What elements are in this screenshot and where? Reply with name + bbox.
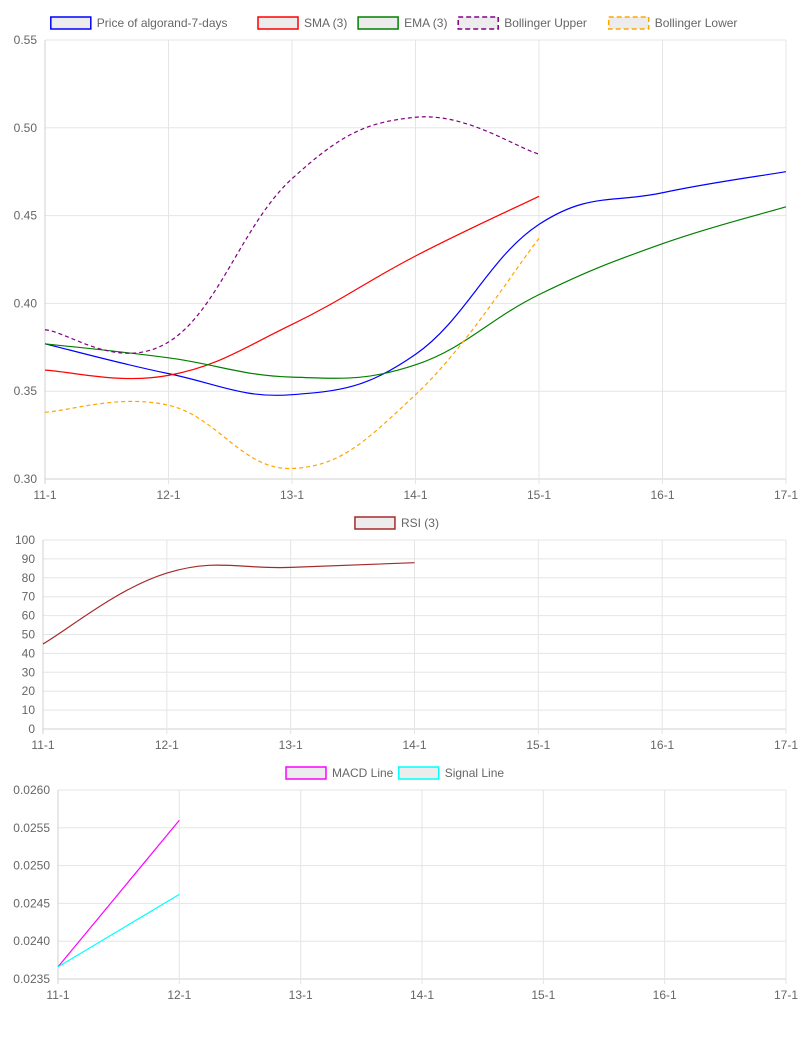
x-tick-label: 14-1: [403, 488, 427, 502]
legend-item[interactable]: Price of algorand-7-days: [50, 16, 228, 30]
y-tick-label: 0: [28, 722, 35, 736]
x-tick-label: 13-1: [280, 488, 304, 502]
legend-swatch: [257, 16, 299, 30]
series-line-5: [44, 238, 540, 470]
x-tick-label: 11-1: [46, 988, 69, 1002]
legend-swatch: [607, 16, 650, 30]
series-line-2: [44, 195, 540, 380]
x-tick-label: 12-1: [167, 988, 191, 1002]
series-line-2: [57, 893, 180, 968]
y-tick-label: 0.0250: [13, 859, 50, 873]
x-tick-label: 13-1: [279, 738, 303, 752]
legend-swatch: [357, 16, 399, 30]
x-tick-label: 16-1: [650, 738, 674, 752]
legend: Price of algorand-7-days SMA (3) EMA (3) Bo…: [50, 16, 738, 30]
y-tick-label: 0.45: [14, 209, 38, 223]
series-line-1: [57, 819, 180, 968]
legend-swatch: [354, 516, 396, 530]
y-tick-label: 60: [22, 609, 36, 623]
y-tick-label: 30: [22, 665, 36, 679]
legend-swatch: [285, 766, 327, 780]
y-tick-label: 0.0245: [13, 896, 50, 910]
legend-item[interactable]: Bollinger Upper: [457, 16, 587, 30]
legend-label: Bollinger Lower: [655, 16, 738, 30]
legend-label: Signal Line: [445, 766, 505, 780]
x-tick-label: 11-1: [33, 488, 56, 502]
y-tick-label: 10: [22, 703, 36, 717]
series-line-1: [44, 171, 787, 396]
series-line-3: [44, 206, 787, 379]
legend-label: SMA (3): [304, 16, 347, 30]
y-tick-label: 0.40: [14, 296, 38, 310]
y-tick-label: 80: [22, 571, 36, 585]
x-tick-label: 17-1: [774, 488, 798, 502]
x-tick-label: 17-1: [774, 738, 798, 752]
legend-label: EMA (3): [404, 16, 447, 30]
legend-item[interactable]: Signal Line: [397, 766, 505, 780]
legend-item[interactable]: SMA (3): [257, 16, 347, 30]
series-line-4: [44, 116, 540, 354]
y-tick-label: 0.30: [14, 472, 38, 486]
legend-label: Price of algorand-7-days: [97, 16, 228, 30]
chart-3: 0.0235 0.0240 0.0245 0.0250 0.0255 0.0260 11-1…: [13, 766, 798, 1002]
x-tick-label: 13-1: [289, 988, 313, 1002]
y-tick-label: 50: [22, 628, 36, 642]
y-tick-label: 90: [22, 552, 36, 566]
y-tick-label: 0.55: [14, 33, 38, 47]
y-tick-label: 0.50: [14, 121, 38, 135]
y-tick-label: 20: [22, 684, 36, 698]
y-tick-label: 70: [22, 590, 36, 604]
x-tick-label: 11-1: [31, 738, 54, 752]
x-tick-label: 15-1: [531, 988, 555, 1002]
legend-swatch: [457, 16, 499, 30]
legend-item[interactable]: EMA (3): [357, 16, 447, 30]
x-tick-label: 12-1: [156, 488, 180, 502]
x-tick-label: 17-1: [774, 988, 798, 1002]
x-tick-label: 16-1: [650, 488, 674, 502]
legend-label: MACD Line: [332, 766, 394, 780]
x-tick-label: 15-1: [527, 488, 551, 502]
x-tick-label: 15-1: [526, 738, 550, 752]
y-tick-label: 0.0260: [13, 783, 50, 797]
legend-swatch: [397, 766, 440, 780]
series-line-1: [42, 562, 415, 645]
legend: RSI (3): [354, 516, 439, 530]
legend-swatch: [50, 16, 92, 30]
chart-1: 0.30 0.35 0.40 0.45 0.50 0.55 11-1 12-1 13-1 14-1…: [14, 16, 799, 502]
x-tick-label: 14-1: [402, 738, 426, 752]
y-tick-label: 40: [22, 646, 36, 660]
x-tick-label: 12-1: [155, 738, 179, 752]
chart-2: 0 10 20 30 40 50 60 70 80 90 100 11-1 12-1 13-1 14-1 15…: [15, 516, 798, 752]
y-tick-label: 0.35: [14, 384, 38, 398]
y-tick-label: 100: [15, 533, 35, 547]
x-tick-label: 14-1: [410, 988, 434, 1002]
legend-label: RSI (3): [401, 516, 439, 530]
y-tick-label: 0.0235: [13, 972, 50, 986]
legend-item[interactable]: Bollinger Lower: [607, 16, 738, 30]
y-tick-label: 0.0255: [13, 821, 50, 835]
legend: MACD Line Signal Line: [285, 766, 505, 780]
legend-item[interactable]: MACD Line: [285, 766, 394, 780]
y-tick-label: 0.0240: [13, 934, 50, 948]
legend-label: Bollinger Upper: [504, 16, 587, 30]
x-tick-label: 16-1: [653, 988, 677, 1002]
legend-item[interactable]: RSI (3): [354, 516, 439, 530]
